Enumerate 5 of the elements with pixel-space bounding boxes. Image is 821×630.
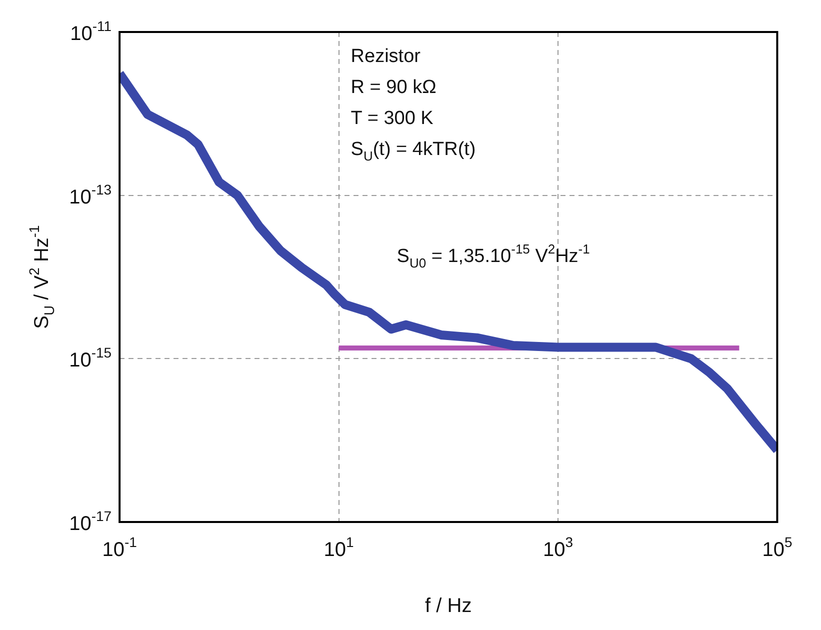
annotation: Rezistor (350, 46, 422, 67)
x-axis-title: f / Hz (425, 595, 472, 617)
annotation: T = 300 K (350, 108, 434, 129)
annotation: R = 90 kΩ (350, 77, 436, 98)
y-axis-title: SU / V2 Hz-1 (26, 224, 57, 329)
